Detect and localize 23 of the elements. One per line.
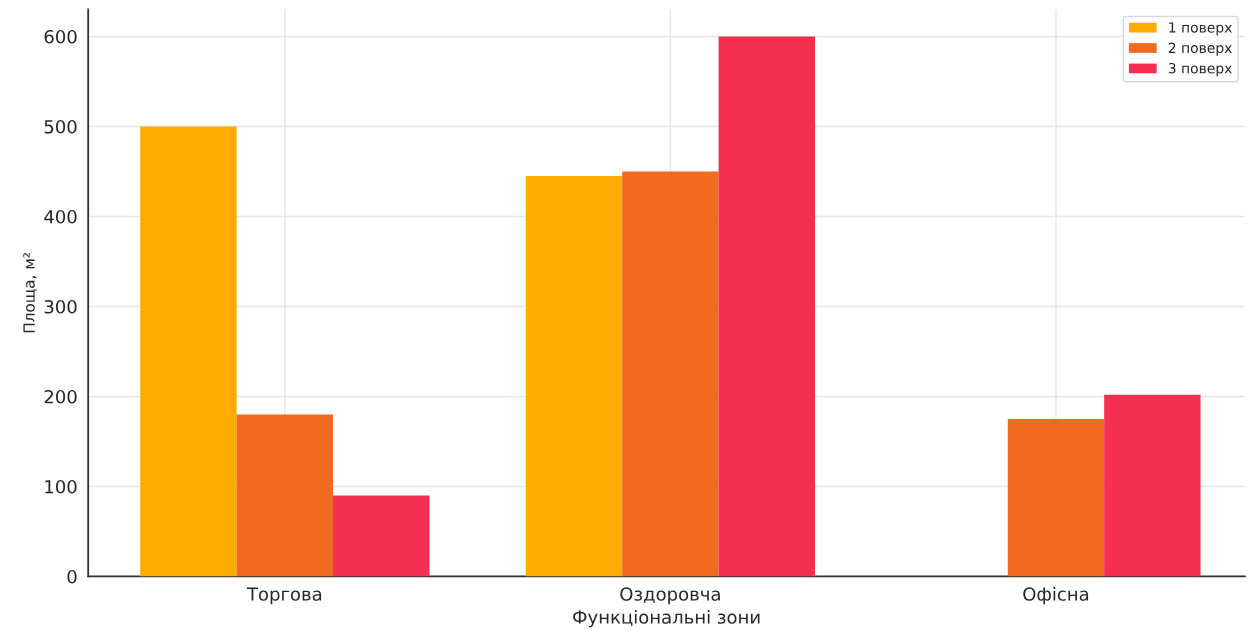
bar [525, 175, 623, 577]
y-tick-label: 600 [44, 29, 77, 44]
y-tick-label: 500 [44, 119, 77, 134]
y-tick-label: 100 [45, 479, 77, 494]
legend-label: 1 поверх [1169, 22, 1232, 36]
legend-label: 3 поверх [1168, 62, 1232, 77]
x-tick-label: Офісна [1023, 586, 1089, 605]
x-tick-label: Оздоровча [620, 587, 720, 605]
bar [1007, 418, 1105, 577]
bar [236, 414, 334, 577]
bar [140, 126, 237, 577]
bar [622, 171, 719, 577]
bar [1104, 394, 1201, 577]
y-tick-label: 300 [44, 299, 77, 314]
x-axis-title: Функціональні зони [573, 609, 760, 628]
legend-label: 2 поверх [1168, 42, 1232, 56]
bar [333, 495, 430, 577]
bar [718, 36, 815, 577]
x-tick-label: Торгова [246, 587, 322, 605]
y-tick-label: 0 [67, 569, 77, 584]
y-tick-label: 400 [44, 209, 77, 224]
y-axis-title: Площа, м² [23, 253, 37, 333]
y-tick-label: 200 [44, 389, 77, 404]
